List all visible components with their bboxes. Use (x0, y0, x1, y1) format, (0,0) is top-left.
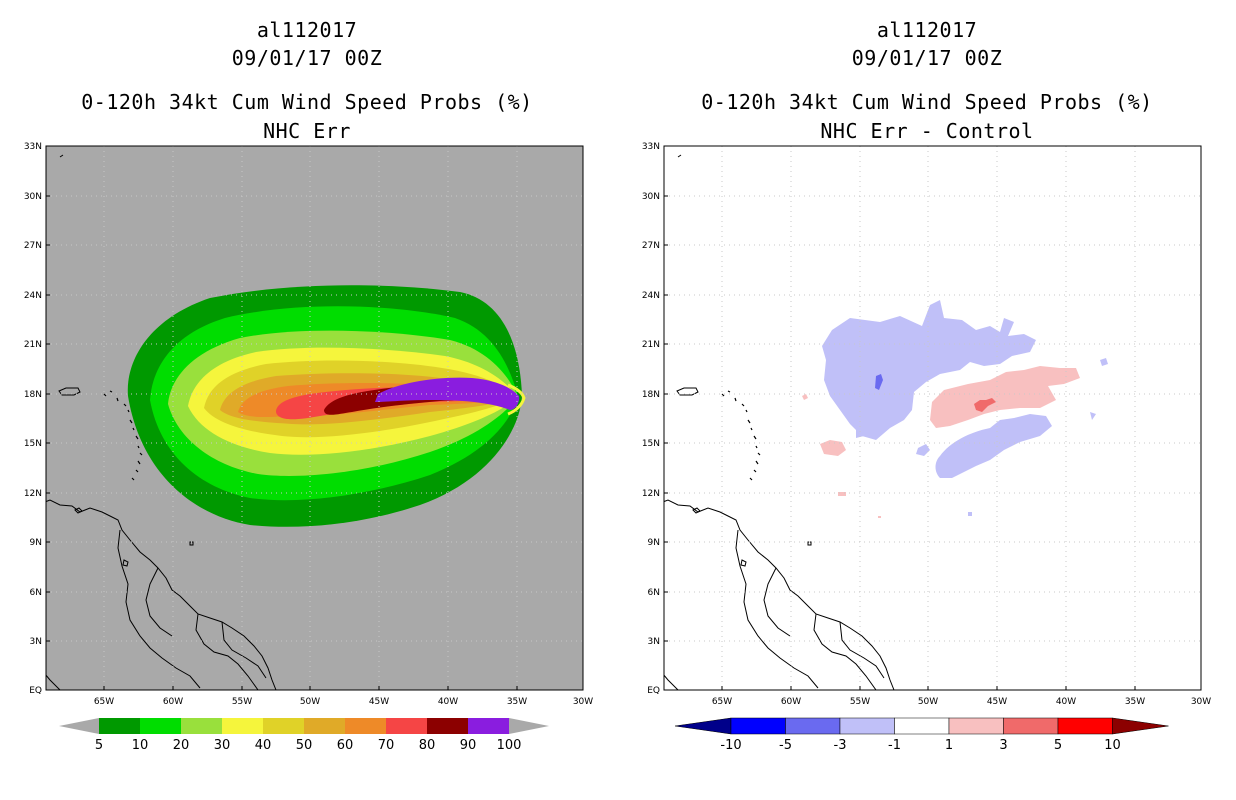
left-colorbar-label: 100 (497, 738, 522, 753)
right-colorbar-swatch (730, 717, 786, 735)
left-probability-contours (46, 154, 526, 690)
left-lat-tick-label: 15N (24, 439, 42, 449)
right-lat-tick-label: 30N (642, 192, 660, 202)
left-map-frame (45, 145, 584, 691)
left-colorbar-swatch (386, 718, 427, 734)
right-colorbar-swatch (785, 717, 841, 735)
right-map (663, 145, 1202, 691)
right-lon-tick-label: 50W (918, 697, 938, 707)
right-datetime: 09/01/17 00Z (851, 46, 1003, 70)
left-grid (46, 146, 583, 690)
left-lon-tick-label: 45W (369, 697, 389, 707)
right-lat-tick-label: 3N (648, 637, 660, 647)
right-lat-tick-label: 6N (648, 588, 660, 598)
left-colorbar-swatch (263, 718, 304, 734)
right-lat-tick-label: 12N (642, 489, 660, 499)
left-title: 0-120h 34kt Cum Wind Speed Probs (%) (81, 90, 533, 114)
left-lat-tick-label: 9N (30, 538, 42, 548)
left-lat-tick-label: 18N (24, 390, 42, 400)
right-lon-tick-label: 30W (1191, 697, 1211, 707)
right-grid (664, 146, 1201, 690)
left-lon-tick-label: 50W (300, 697, 320, 707)
left-colorbar-swatch (468, 718, 509, 734)
right-difference-contours (664, 154, 1108, 690)
left-colorbar-low-arrow (59, 718, 99, 734)
right-colorbar: -10 -5 -3 -1 1 3 5 10 (674, 717, 1169, 753)
right-colorbar-swatch (894, 717, 950, 735)
left-colorbar-swatch (427, 718, 468, 734)
right-lat-tick-label: 24N (642, 291, 660, 301)
left-colorbar-label: 90 (460, 738, 477, 753)
left-colorbar-swatch (222, 718, 263, 734)
right-colorbar-low-arrow (674, 717, 732, 735)
right-lat-tick-label: 33N (642, 142, 660, 152)
right-colorbar-high-arrow (1112, 717, 1169, 735)
right-colorbar-label: 10 (1104, 738, 1121, 753)
left-storm-id: al112017 (256, 18, 358, 42)
left-colorbar-swatch (99, 718, 140, 734)
left-colorbar-label: 20 (173, 738, 190, 753)
left-lon-tick-label: 65W (94, 697, 114, 707)
right-colorbar-label: -1 (888, 738, 901, 753)
left-colorbar-label: 60 (337, 738, 354, 753)
left-lon-tick-label: 35W (507, 697, 527, 707)
right-subtitle: NHC Err - Control (820, 119, 1034, 143)
left-colorbar-swatch (140, 718, 181, 734)
left-colorbar-label: 50 (296, 738, 313, 753)
right-title: 0-120h 34kt Cum Wind Speed Probs (%) (701, 90, 1153, 114)
left-colorbar-label: 70 (378, 738, 395, 753)
right-lon-tick-label: 65W (712, 697, 732, 707)
left-datetime: 09/01/17 00Z (231, 46, 383, 70)
right-map-frame (663, 145, 1202, 691)
left-lon-tick-label: 60W (163, 697, 183, 707)
right-colorbar-swatch (1057, 717, 1113, 735)
right-lon-tick-label: 40W (1056, 697, 1076, 707)
right-lon-tick-label: 45W (987, 697, 1007, 707)
right-lat-tick-label: EQ (647, 686, 660, 696)
left-lat-tick-label: 3N (30, 637, 42, 647)
left-lat-tick-label: 24N (24, 291, 42, 301)
left-colorbar-label: 5 (95, 738, 103, 753)
left-lat-tick-label: 12N (24, 489, 42, 499)
left-subtitle: NHC Err (263, 119, 351, 143)
left-lat-tick-label: 33N (24, 142, 42, 152)
left-lon-tick-label: 30W (573, 697, 593, 707)
right-lon-tick-label: 55W (850, 697, 870, 707)
left-colorbar: 5 10 20 30 40 50 60 70 80 90 100 (59, 718, 549, 753)
left-colorbar-label: 30 (214, 738, 231, 753)
left-lat-tick-label: EQ (29, 686, 42, 696)
left-colorbar-label: 10 (132, 738, 149, 753)
left-lat-tick-label: 21N (24, 340, 42, 350)
right-lon-tick-label: 35W (1125, 697, 1145, 707)
right-lat-tick-label: 21N (642, 340, 660, 350)
right-colorbar-label: 5 (1054, 738, 1062, 753)
left-colorbar-swatch (181, 718, 222, 734)
right-colorbar-label: -3 (834, 738, 847, 753)
right-colorbar-label: 3 (999, 738, 1007, 753)
left-lat-tick-label: 6N (30, 588, 42, 598)
left-lon-tick-label: 55W (232, 697, 252, 707)
left-lat-tick-label: 27N (24, 241, 42, 251)
left-colorbar-swatch (304, 718, 345, 734)
right-colorbar-label: -10 (720, 738, 741, 753)
right-colorbar-label: 1 (945, 738, 953, 753)
left-map (45, 145, 584, 691)
right-colorbar-swatch (948, 717, 1004, 735)
left-colorbar-high-arrow (509, 718, 549, 734)
left-colorbar-swatch (345, 718, 386, 734)
right-storm-id: al112017 (876, 18, 978, 42)
right-lat-tick-label: 18N (642, 390, 660, 400)
right-lat-tick-label: 15N (642, 439, 660, 449)
right-lon-tick-label: 60W (781, 697, 801, 707)
right-lat-tick-label: 9N (648, 538, 660, 548)
right-colorbar-label: -5 (779, 738, 792, 753)
right-lat-tick-label: 27N (642, 241, 660, 251)
left-lon-tick-label: 40W (438, 697, 458, 707)
left-colorbar-label: 80 (419, 738, 436, 753)
right-colorbar-swatch (839, 717, 895, 735)
left-colorbar-label: 40 (255, 738, 272, 753)
right-colorbar-swatch (1003, 717, 1059, 735)
left-lat-tick-label: 30N (24, 192, 42, 202)
